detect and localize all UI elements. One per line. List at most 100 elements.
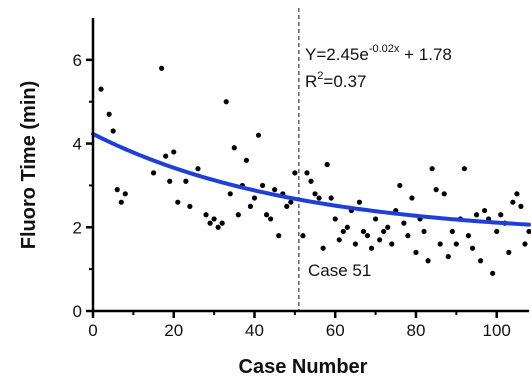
data-point xyxy=(263,212,270,218)
data-point xyxy=(381,228,387,235)
data-point xyxy=(272,187,278,193)
data-point xyxy=(372,216,379,222)
data-point xyxy=(469,245,476,251)
data-point xyxy=(187,203,193,209)
data-point xyxy=(352,241,359,247)
data-point xyxy=(401,220,407,226)
data-point xyxy=(413,249,419,255)
data-point xyxy=(526,228,531,235)
data-point xyxy=(255,132,262,138)
data-point xyxy=(385,224,391,230)
data-point xyxy=(477,258,484,264)
data-point xyxy=(449,228,455,235)
data-point xyxy=(312,191,318,197)
data-point xyxy=(421,228,427,235)
annotations: Y=2.45e-0.02x + 1.78 R2=0.37 Case 51 xyxy=(305,43,452,280)
data-point xyxy=(207,220,213,226)
data-point xyxy=(397,182,403,189)
x-tick-label: 60 xyxy=(326,321,345,340)
data-point xyxy=(324,161,330,168)
data-point xyxy=(235,212,241,218)
r-squared-sup: 2 xyxy=(317,70,323,82)
data-point xyxy=(453,241,459,247)
r-squared-prefix: R xyxy=(305,72,317,91)
data-point xyxy=(433,187,439,193)
data-point xyxy=(159,65,165,71)
data-point xyxy=(336,237,342,243)
data-point xyxy=(304,170,310,176)
data-point xyxy=(227,191,233,197)
data-point xyxy=(288,199,294,205)
data-point xyxy=(465,233,472,239)
data-point xyxy=(223,99,229,105)
data-point xyxy=(106,111,112,117)
data-point xyxy=(308,178,314,184)
y-tick-label: 6 xyxy=(73,51,82,70)
r-squared-label: R2=0.37 xyxy=(305,70,366,91)
plot-area xyxy=(91,8,531,311)
data-point xyxy=(490,270,496,276)
data-point xyxy=(473,212,480,218)
data-point xyxy=(481,207,488,214)
fit-curve xyxy=(91,131,531,227)
data-point xyxy=(171,149,177,155)
data-point xyxy=(356,199,363,205)
data-point xyxy=(332,216,338,222)
data-point xyxy=(276,233,282,239)
fit-equation-main: Y=2.45e xyxy=(305,45,369,64)
y-axis-title: Fluoro Time (min) xyxy=(18,81,40,250)
data-point xyxy=(328,195,334,201)
x-tick-label: 100 xyxy=(483,321,511,340)
data-point xyxy=(429,166,435,172)
data-point xyxy=(461,166,468,172)
data-point xyxy=(360,228,367,235)
data-point xyxy=(409,195,415,201)
data-point xyxy=(300,233,306,239)
fit-equation-label: Y=2.45e-0.02x + 1.78 xyxy=(305,43,452,64)
data-point xyxy=(163,153,169,159)
data-point xyxy=(219,220,225,226)
data-point xyxy=(344,224,350,230)
data-point xyxy=(231,145,237,151)
data-point xyxy=(122,191,128,197)
y-tick-label: 0 xyxy=(73,302,82,321)
data-point xyxy=(247,203,254,209)
data-point xyxy=(494,228,500,235)
data-point xyxy=(437,241,443,247)
data-point xyxy=(211,216,217,222)
x-tick-label: 40 xyxy=(245,321,264,340)
x-tick-label: 80 xyxy=(407,321,426,340)
data-point xyxy=(114,187,120,193)
data-point xyxy=(320,245,326,251)
fit-equation-exponent: -0.02x xyxy=(369,43,400,55)
case-51-label: Case 51 xyxy=(308,261,371,280)
data-point xyxy=(243,157,250,163)
data-point xyxy=(364,233,371,239)
x-tick-label: 0 xyxy=(88,321,97,340)
y-tick-label: 4 xyxy=(73,135,82,154)
data-point xyxy=(506,249,512,255)
data-point xyxy=(215,224,221,230)
x-axis-title: Case Number xyxy=(239,356,368,378)
data-point xyxy=(195,166,201,172)
data-point xyxy=(251,195,258,201)
data-point xyxy=(110,128,116,134)
data-point xyxy=(259,182,266,189)
data-point xyxy=(522,241,528,247)
data-point xyxy=(183,178,189,184)
data-point xyxy=(377,237,383,243)
data-point xyxy=(316,195,322,201)
data-point xyxy=(510,199,516,205)
data-point xyxy=(389,241,395,247)
data-point xyxy=(150,170,157,176)
data-point xyxy=(405,233,411,239)
data-point xyxy=(445,253,451,260)
data-point xyxy=(175,199,181,205)
data-point xyxy=(425,258,431,264)
r-squared-suffix: =0.37 xyxy=(323,72,366,91)
data-point xyxy=(518,203,524,209)
data-point xyxy=(203,212,209,218)
x-tick-label: 20 xyxy=(164,321,183,340)
